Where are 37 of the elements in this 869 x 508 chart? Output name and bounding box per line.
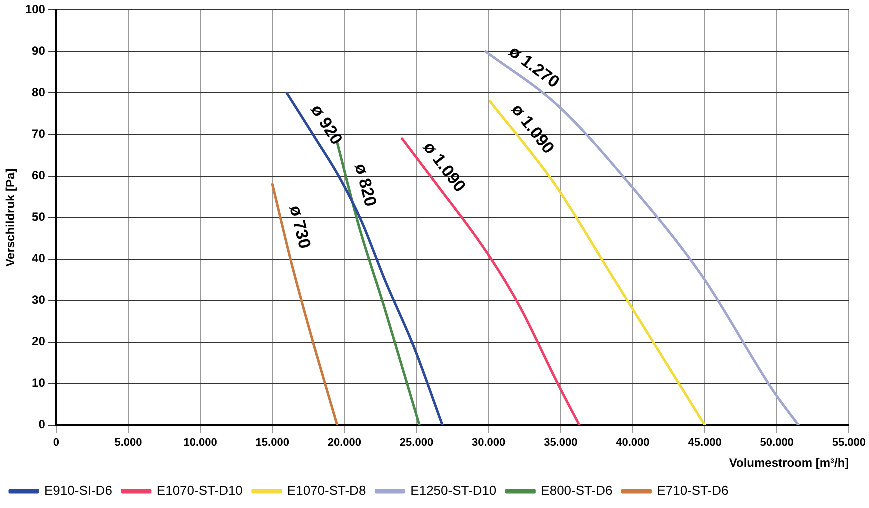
x-tick-label: 40.000 bbox=[616, 437, 650, 450]
x-tick-label: 0 bbox=[53, 437, 60, 450]
x-axis-title: Volumestroom [m³/h] bbox=[729, 456, 850, 470]
legend-label: E710-ST-D6 bbox=[657, 483, 729, 498]
y-tick-label: 50 bbox=[32, 210, 46, 224]
x-tick-label: 20.000 bbox=[328, 437, 362, 450]
x-tick-label: 5.000 bbox=[114, 437, 142, 450]
x-tick-label: 55.000 bbox=[832, 437, 866, 450]
x-tick-label: 50.000 bbox=[760, 437, 794, 450]
legend-label: E910-SI-D6 bbox=[44, 483, 112, 498]
y-tick-label: 30 bbox=[32, 293, 46, 308]
y-tick-label: 0 bbox=[38, 418, 46, 432]
line-series bbox=[484, 50, 800, 426]
y-axis-title: Verschildruk [Pa] bbox=[4, 168, 18, 267]
y-tick-label: 20 bbox=[32, 334, 46, 349]
legend-label: E800-ST-D6 bbox=[541, 483, 613, 498]
legend-label: E1250-ST-D10 bbox=[410, 483, 497, 498]
x-tick-label: 45.000 bbox=[688, 437, 722, 450]
annotation: ø 920 bbox=[307, 101, 347, 148]
y-tick-label: 80 bbox=[32, 86, 46, 100]
x-tick-label: 15.000 bbox=[256, 437, 290, 450]
y-tick-label: 70 bbox=[32, 127, 46, 142]
line-series bbox=[271, 183, 339, 426]
annotation: ø 730 bbox=[286, 204, 315, 251]
legend-label: E1070-ST-D10 bbox=[156, 483, 243, 498]
annotation: ø 820 bbox=[351, 162, 381, 209]
line-series bbox=[489, 100, 706, 426]
x-tick-label: 25.000 bbox=[400, 437, 434, 450]
y-tick-label: 90 bbox=[32, 44, 46, 58]
x-tick-label: 10.000 bbox=[184, 437, 218, 450]
y-tick-label: 10 bbox=[32, 376, 46, 390]
y-tick-label: 100 bbox=[25, 2, 46, 17]
x-tick-label: 30.000 bbox=[472, 437, 506, 450]
legend-label: E1070-ST-D8 bbox=[287, 483, 366, 498]
y-tick-label: 60 bbox=[32, 168, 46, 183]
y-tick-label: 40 bbox=[32, 252, 46, 266]
x-tick-label: 35.000 bbox=[544, 437, 578, 450]
